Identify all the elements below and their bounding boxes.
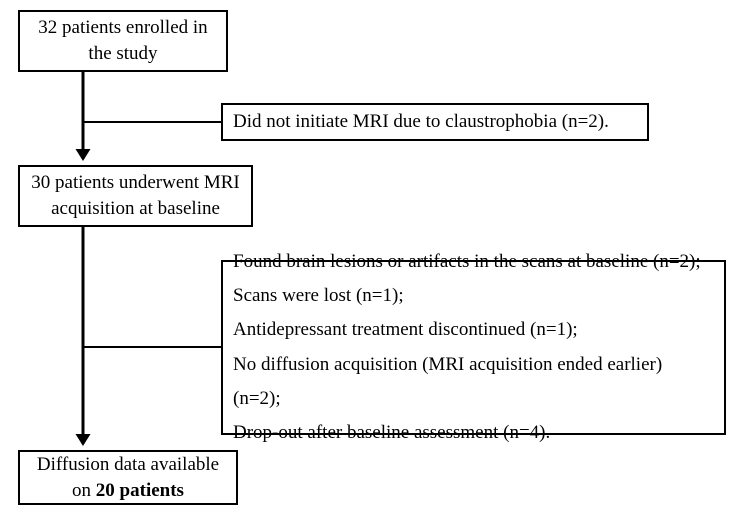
box-enrolled-text: 32 patients enrolled in the study: [30, 15, 216, 66]
box-baseline-mri: 30 patients underwent MRI acquisition at…: [18, 165, 253, 227]
flowchart-canvas: 32 patients enrolled in the study Did no…: [0, 0, 742, 513]
line-to-exclusion-2: [83, 345, 221, 349]
arrow-baseline-to-final: [63, 227, 103, 448]
box-final-patients: Diffusion data available on 20 patients: [18, 450, 238, 505]
box-exclusion-reasons-text: Found brain lesions or artifacts in the …: [233, 245, 714, 450]
box-baseline-mri-text: 30 patients underwent MRI acquisition at…: [30, 170, 241, 221]
box-exclusion-claustrophobia-text: Did not initiate MRI due to claustrophob…: [233, 109, 609, 135]
box-exclusion-claustrophobia: Did not initiate MRI due to claustrophob…: [221, 103, 649, 141]
box-final-patients-text: Diffusion data available on 20 patients: [30, 452, 226, 503]
box-final-bold: 20 patients: [96, 480, 184, 501]
arrow-enrolled-to-baseline: [63, 72, 103, 163]
box-exclusion-reasons: Found brain lesions or artifacts in the …: [221, 260, 726, 435]
line-to-exclusion-1: [83, 120, 221, 124]
box-enrolled: 32 patients enrolled in the study: [18, 10, 228, 72]
